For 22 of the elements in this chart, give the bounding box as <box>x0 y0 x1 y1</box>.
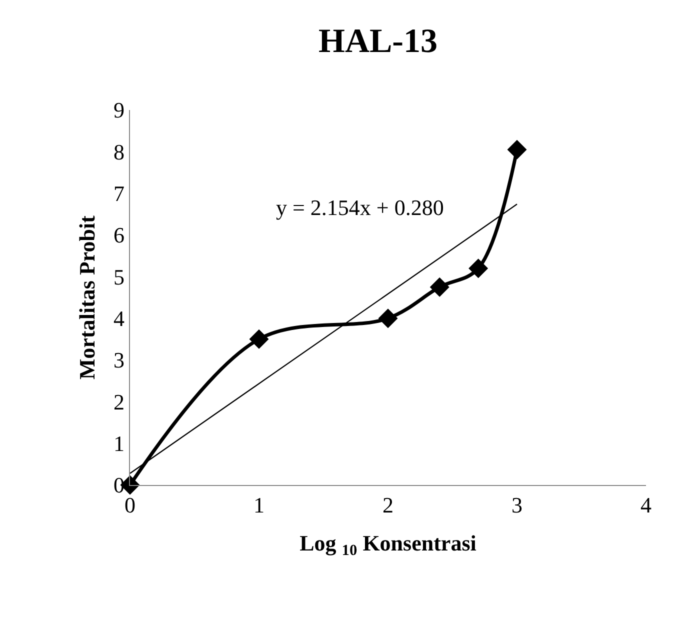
point <box>249 329 269 349</box>
y-tick-label: 2 <box>113 389 124 414</box>
y-tick-label: 7 <box>113 181 124 206</box>
y-tick-label: 3 <box>113 348 124 373</box>
x-tick-label: 2 <box>382 492 394 518</box>
y-tick-label: 6 <box>113 222 124 248</box>
point <box>507 140 527 160</box>
x-tick-label: 1 <box>254 492 264 518</box>
point <box>430 277 450 297</box>
chart-title: HAL-13 <box>318 23 438 60</box>
y-tick-label: 1 <box>113 431 124 456</box>
annotation: y = 2.154x + 0.280 <box>276 195 444 220</box>
x-tick-label: 3 <box>512 492 522 518</box>
x-tick-label: 4 <box>640 492 652 518</box>
point <box>378 308 398 328</box>
y-tick-label: 4 <box>113 306 124 332</box>
y-tick-label: 8 <box>113 139 124 164</box>
y-tick-label: 9 <box>113 98 124 123</box>
y-tick-label: 5 <box>113 264 124 290</box>
y-axis-title: Mortalitas Probit <box>74 214 100 380</box>
x-axis-title: Log $_{10}$ Konsentrasi <box>300 530 476 560</box>
point <box>468 258 488 278</box>
